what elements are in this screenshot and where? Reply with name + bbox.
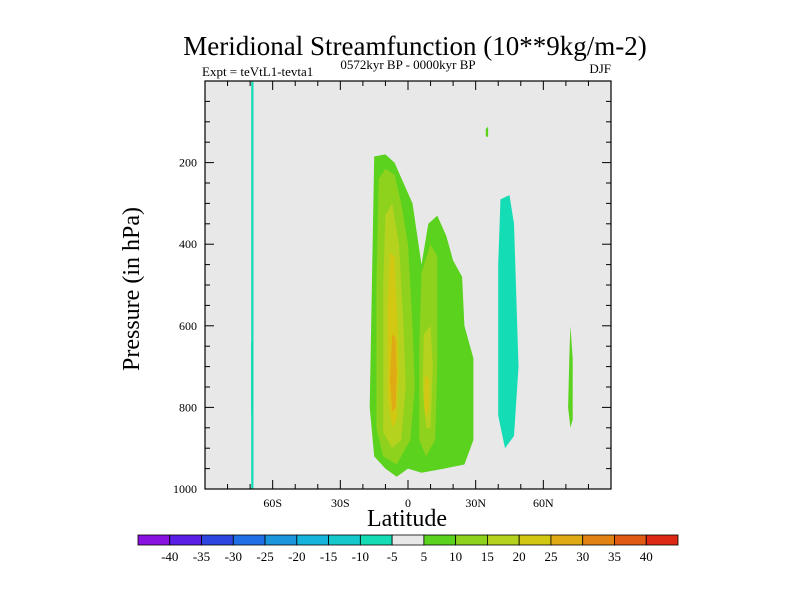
colorbar-swatch [550, 534, 584, 546]
contour-regions [251, 81, 573, 490]
contour-region-band20-b [423, 374, 430, 420]
y-tick-label: 1000 [173, 482, 197, 496]
axis-ticks: 60S 30S 0 30N 60N 200 400 600 800 1000 [173, 81, 611, 510]
colorbar-label: 5 [421, 549, 428, 564]
colorbar-label: -5 [387, 549, 398, 564]
contour-region-band5-c [568, 325, 573, 428]
colorbar-swatch [487, 534, 520, 546]
contour-region-band25-a [390, 334, 397, 412]
colorbar-swatch [582, 534, 615, 546]
y-tick-label: 800 [179, 400, 197, 414]
x-axis-label: Latitude [367, 506, 447, 532]
subtitle-right: DJF [589, 61, 611, 76]
colorbar-label: -40 [161, 549, 178, 564]
colorbar-label: 20 [513, 549, 526, 564]
colorbar-swatch [264, 534, 298, 546]
plot-area: 60S 30S 0 30N 60N 200 400 600 800 1000 [173, 80, 612, 510]
x-tick-label: 30S [331, 496, 350, 510]
y-tick-label: 600 [179, 319, 197, 333]
colorbar-swatch [137, 534, 171, 546]
colorbar-swatch [518, 534, 552, 546]
colorbar-label: 40 [640, 549, 653, 564]
colorbar-label: 30 [576, 549, 589, 564]
colorbar: -40 -35 -30 -25 -20 -15 -10 -5 5 10 15 20 25 30 35 40 [137, 534, 679, 564]
colorbar-label: 35 [608, 549, 621, 564]
colorbar-swatch [391, 534, 425, 546]
colorbar-swatch [455, 534, 488, 546]
colorbar-label: -20 [288, 549, 305, 564]
subtitle-center: 0572kyr BP - 0000kyr BP [340, 57, 475, 72]
colorbar-swatch [296, 534, 329, 546]
y-tick-label: 400 [179, 237, 197, 251]
colorbar-swatch [614, 534, 647, 546]
colorbar-label: -10 [352, 549, 369, 564]
y-axis-label: Pressure (in hPa) [119, 207, 145, 371]
x-tick-label: 60S [263, 496, 282, 510]
colorbar-label: 15 [481, 549, 494, 564]
contour-region-band-5-b [251, 342, 254, 424]
contour-region-band-5-c [498, 195, 519, 449]
colorbar-swatch [169, 534, 202, 546]
subtitle-left: Expt = teVtL1-tevta1 [202, 64, 313, 79]
y-tick-label: 200 [179, 156, 197, 170]
chart-title: Meridional Streamfunction (10**9kg/m-2) [183, 31, 646, 61]
colorbar-label: -15 [320, 549, 337, 564]
colorbar-label: -30 [225, 549, 242, 564]
x-tick-label: 0 [405, 496, 411, 510]
x-tick-label: 30N [465, 496, 486, 510]
contour-region-band5-a [485, 126, 489, 138]
colorbar-swatch [645, 534, 679, 546]
colorbar-swatch [359, 534, 393, 546]
colorbar-label: -25 [256, 549, 273, 564]
colorbar-label: 10 [449, 549, 462, 564]
colorbar-label: 25 [544, 549, 557, 564]
contour-region-band-5-a [251, 81, 254, 490]
colorbar-swatch [201, 534, 234, 546]
colorbar-label: -35 [193, 549, 210, 564]
colorbar-swatch [328, 534, 361, 546]
colorbar-swatch [232, 534, 266, 546]
colorbar-swatch [423, 534, 457, 546]
x-tick-label: 60N [533, 496, 554, 510]
